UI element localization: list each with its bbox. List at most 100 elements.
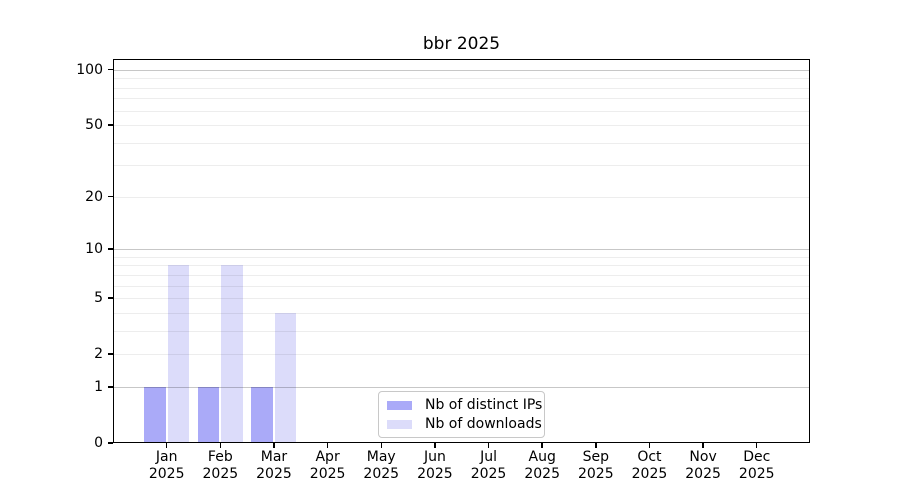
x-tick-month: Jun xyxy=(423,449,446,465)
x-tick-year: 2025 xyxy=(685,466,721,482)
x-tick-mark xyxy=(541,443,543,448)
x-tick-year: 2025 xyxy=(470,466,507,482)
x-tick-label: Jun 2025 xyxy=(407,449,463,483)
bar-distinct-ips xyxy=(197,386,220,443)
y-tick-mark xyxy=(107,297,113,299)
y-tick-mark xyxy=(107,386,113,388)
legend-swatch xyxy=(387,401,412,410)
y-tick-mark xyxy=(107,124,113,126)
legend-swatch xyxy=(387,420,412,429)
legend-label: Nb of downloads xyxy=(425,416,542,432)
bar-downloads xyxy=(167,265,190,443)
legend-box: Nb of distinct IPs Nb of downloads xyxy=(378,391,545,438)
x-tick-month: Feb xyxy=(207,449,233,465)
x-tick-month: Aug xyxy=(528,449,556,465)
gridline-minor xyxy=(113,165,810,167)
y-tick-label: 50 xyxy=(85,117,103,134)
bar-downloads xyxy=(274,312,297,443)
x-tick-label: Feb 2025 xyxy=(192,449,248,483)
x-tick-mark xyxy=(756,443,758,448)
x-tick-mark xyxy=(434,443,436,448)
x-tick-mark xyxy=(273,443,275,448)
y-tick-label: 10 xyxy=(85,241,103,258)
y-tick-mark xyxy=(107,69,113,71)
gridline-major xyxy=(113,386,810,388)
x-tick-label: Jan 2025 xyxy=(139,449,195,483)
legend-row: Nb of distinct IPs xyxy=(379,396,544,415)
x-tick-month: Mar xyxy=(260,449,288,465)
y-tick-label: 20 xyxy=(85,188,103,205)
x-tick-month: Apr xyxy=(315,449,340,465)
x-tick-label: Mar 2025 xyxy=(246,449,302,483)
x-tick-month: Jan xyxy=(155,449,178,465)
x-tick-label: Oct 2025 xyxy=(621,449,677,483)
gridline-minor xyxy=(113,196,810,198)
gridline-minor xyxy=(113,142,810,144)
x-tick-label: Dec 2025 xyxy=(729,449,785,483)
x-tick-label: May 2025 xyxy=(353,449,409,483)
x-tick-year: 2025 xyxy=(577,466,614,482)
gridline-minor xyxy=(113,125,810,127)
y-tick-label: 0 xyxy=(94,435,103,451)
y-tick-mark xyxy=(107,248,113,250)
y-tick-mark xyxy=(107,196,113,198)
y-tick-label: 5 xyxy=(94,290,103,307)
gridline-minor xyxy=(113,354,810,356)
gridline-minor xyxy=(113,312,810,314)
x-tick-mark xyxy=(487,443,490,448)
y-tick-mark xyxy=(107,442,113,444)
grid-layer xyxy=(113,59,810,443)
x-tick-month: Jul xyxy=(480,449,497,465)
gridline-minor xyxy=(113,298,810,300)
gridline-minor xyxy=(113,98,810,100)
bar-downloads xyxy=(221,265,243,443)
gridline-minor xyxy=(113,110,810,112)
bar-distinct-ips xyxy=(144,386,166,443)
x-tick-year: 2025 xyxy=(524,466,560,482)
x-tick-mark xyxy=(380,443,382,448)
x-tick-year: 2025 xyxy=(256,466,292,482)
bars-layer xyxy=(113,59,810,443)
x-tick-mark xyxy=(702,443,704,448)
x-tick-label: Apr 2025 xyxy=(300,449,356,483)
x-tick-label: Aug 2025 xyxy=(514,449,570,483)
x-tick-mark xyxy=(326,443,329,448)
x-tick-year: 2025 xyxy=(148,466,185,482)
legend-row: Nb of downloads xyxy=(379,415,544,434)
x-tick-mark xyxy=(166,443,168,448)
x-tick-label: Jul 2025 xyxy=(461,449,517,483)
plot-area: Nb of distinct IPs Nb of downloads xyxy=(113,59,810,443)
x-tick-label: Sep 2025 xyxy=(568,449,624,483)
gridline-major xyxy=(113,69,810,71)
x-tick-year: 2025 xyxy=(202,466,239,482)
x-tick-mark xyxy=(648,443,651,448)
x-tick-year: 2025 xyxy=(738,466,775,482)
y-tick-label: 100 xyxy=(76,61,103,78)
x-tick-year: 2025 xyxy=(631,466,668,482)
gridline-minor xyxy=(113,87,810,89)
gridline-minor xyxy=(113,274,810,276)
x-tick-year: 2025 xyxy=(417,466,453,482)
x-tick-month: Dec xyxy=(743,449,771,465)
x-tick-mark xyxy=(219,443,222,448)
gridline-minor xyxy=(113,330,810,332)
gridline-minor xyxy=(113,285,810,287)
x-tick-label: Nov 2025 xyxy=(675,449,731,483)
legend-label: Nb of distinct IPs xyxy=(425,397,543,413)
gridline-minor xyxy=(113,265,810,267)
x-tick-month: May xyxy=(366,449,396,465)
gridline-major xyxy=(113,249,810,251)
gridline-minor xyxy=(113,78,810,80)
x-tick-month: Sep xyxy=(582,449,609,465)
x-tick-year: 2025 xyxy=(363,466,400,482)
bar-distinct-ips xyxy=(251,386,273,443)
x-tick-year: 2025 xyxy=(309,466,346,482)
y-tick-mark xyxy=(107,353,113,355)
gridline-minor xyxy=(113,256,810,258)
x-tick-mark xyxy=(595,443,597,448)
chart-title: bbr 2025 xyxy=(422,34,501,54)
x-tick-month: Oct xyxy=(637,449,662,465)
x-tick-month: Nov xyxy=(689,449,717,465)
y-tick-label: 2 xyxy=(94,346,103,363)
